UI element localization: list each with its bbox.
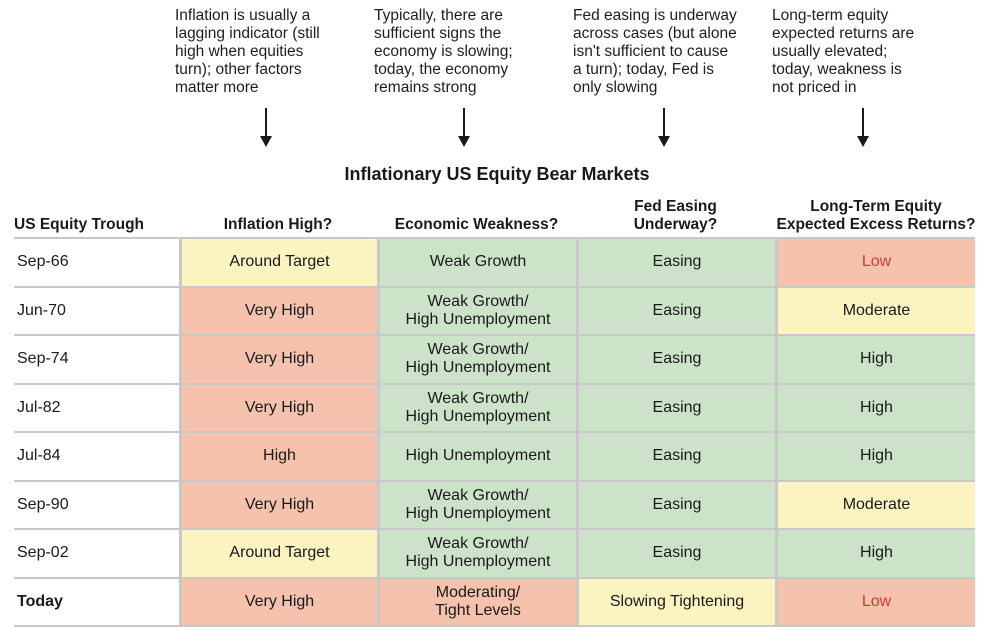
- cell-text: High: [263, 447, 296, 464]
- economic-weakness-cell: Weak Growth: [377, 237, 576, 288]
- table-title: Inflationary US Equity Bear Markets: [0, 164, 994, 185]
- expected-returns-cell: High: [775, 530, 975, 579]
- cell-text: Low: [862, 253, 891, 270]
- cell-text: High: [860, 399, 893, 416]
- expected-returns-cell: Moderate: [775, 482, 975, 531]
- fed-easing-cell: Easing: [576, 336, 775, 385]
- column-header-economic-weakness: Economic Weakness?: [377, 196, 576, 234]
- fed-easing-cell: Easing: [576, 288, 775, 337]
- cell-text: Easing: [653, 399, 702, 416]
- bear-markets-table: Sep-66 Around Target Weak Growth Easing Low J…: [14, 237, 975, 627]
- expected-returns-cell: High: [775, 433, 975, 482]
- cell-text: Easing: [653, 447, 702, 464]
- table-row-today: Today Very High Moderating/ Tight Levels Sl…: [14, 579, 975, 627]
- economic-weakness-cell: Moderating/ Tight Levels: [377, 579, 576, 627]
- inflation-cell: Very High: [179, 579, 377, 627]
- cell-text: Easing: [653, 253, 702, 270]
- inflation-cell: Very High: [179, 336, 377, 385]
- economic-weakness-cell: Weak Growth/ High Unemployment: [377, 530, 576, 579]
- cell-text: High: [860, 447, 893, 464]
- fed-easing-cell: Easing: [576, 237, 775, 288]
- annotation-economic-weakness: Typically, there are sufficient signs th…: [374, 7, 554, 97]
- column-header-inflation: Inflation High?: [179, 196, 377, 234]
- inflation-cell: Very High: [179, 482, 377, 531]
- trough-date-cell: Jun-70: [14, 288, 179, 337]
- economic-weakness-cell: Weak Growth/ High Unemployment: [377, 336, 576, 385]
- annotation-expected-returns: Long-term equity expected returns are us…: [772, 7, 952, 97]
- expected-returns-cell: High: [775, 336, 975, 385]
- table-row: Sep-90 Very High Weak Growth/ High Unemplo…: [14, 482, 975, 531]
- inflation-cell: Very High: [179, 288, 377, 337]
- fed-easing-cell: Easing: [576, 482, 775, 531]
- table-row: Jun-70 Very High Weak Growth/ High Unemplo…: [14, 288, 975, 337]
- cell-text: Weak Growth/ High Unemployment: [406, 487, 551, 522]
- cell-text: Easing: [653, 302, 702, 319]
- down-arrow-icon: [857, 108, 869, 148]
- down-arrow-icon: [260, 108, 272, 148]
- cell-text: Moderate: [843, 302, 911, 319]
- trough-date-cell: Sep-02: [14, 530, 179, 579]
- cell-text: Weak Growth/ High Unemployment: [406, 293, 551, 328]
- cell-text: Moderating/ Tight Levels: [435, 584, 521, 619]
- economic-weakness-cell: Weak Growth/ High Unemployment: [377, 482, 576, 531]
- inflation-cell: Around Target: [179, 530, 377, 579]
- cell-text: High: [860, 350, 893, 367]
- cell-text: Easing: [653, 544, 702, 561]
- trough-date-cell: Sep-90: [14, 482, 179, 531]
- table-row: Sep-66 Around Target Weak Growth Easing Low: [14, 237, 975, 288]
- cell-text: High Unemployment: [406, 447, 551, 464]
- inflation-cell: High: [179, 433, 377, 482]
- cell-text: Very High: [245, 350, 314, 367]
- trough-date-cell: Sep-74: [14, 336, 179, 385]
- economic-weakness-cell: Weak Growth/ High Unemployment: [377, 288, 576, 337]
- fed-easing-cell: Slowing Tightening: [576, 579, 775, 627]
- table-row: Jul-82 Very High Weak Growth/ High Unemplo…: [14, 385, 975, 434]
- cell-text: Very High: [245, 399, 314, 416]
- cell-text: Weak Growth/ High Unemployment: [406, 341, 551, 376]
- trough-date-cell: Today: [14, 579, 179, 627]
- cell-text: Slowing Tightening: [610, 593, 744, 610]
- cell-text: Weak Growth: [430, 253, 527, 270]
- cell-text: High: [860, 544, 893, 561]
- expected-returns-cell: High: [775, 385, 975, 434]
- fed-easing-cell: Easing: [576, 433, 775, 482]
- cell-text: Weak Growth/ High Unemployment: [406, 390, 551, 425]
- fed-easing-cell: Easing: [576, 385, 775, 434]
- down-arrow-icon: [658, 108, 670, 148]
- table-row: Sep-74 Very High Weak Growth/ High Unemplo…: [14, 336, 975, 385]
- table-row: Sep-02 Around Target Weak Growth/ High Une…: [14, 530, 975, 579]
- trough-date-cell: Jul-82: [14, 385, 179, 434]
- cell-text: Very High: [245, 593, 314, 610]
- expected-returns-cell: Low: [775, 579, 975, 627]
- cell-text: Moderate: [843, 496, 911, 513]
- economic-weakness-cell: Weak Growth/ High Unemployment: [377, 385, 576, 434]
- annotation-inflation: Inflation is usually a lagging indicator…: [175, 7, 355, 97]
- cell-text: Very High: [245, 496, 314, 513]
- expected-returns-cell: Moderate: [775, 288, 975, 337]
- cell-text: Easing: [653, 350, 702, 367]
- down-arrow-icon: [458, 108, 470, 148]
- fed-easing-cell: Easing: [576, 530, 775, 579]
- cell-text: Weak Growth/ High Unemployment: [406, 535, 551, 570]
- inflation-cell: Around Target: [179, 237, 377, 288]
- cell-text: Around Target: [229, 253, 329, 270]
- column-header-expected-returns: Long-Term Equity Expected Excess Returns…: [775, 196, 977, 234]
- annotation-fed-easing: Fed easing is underway across cases (but…: [573, 7, 753, 97]
- inflation-cell: Very High: [179, 385, 377, 434]
- economic-weakness-cell: High Unemployment: [377, 433, 576, 482]
- trough-date-cell: Jul-84: [14, 433, 179, 482]
- cell-text: Very High: [245, 302, 314, 319]
- cell-text: Around Target: [229, 544, 329, 561]
- cell-text: Easing: [653, 496, 702, 513]
- cell-text: Low: [862, 593, 891, 610]
- expected-returns-cell: Low: [775, 237, 975, 288]
- table-row: Jul-84 High High Unemployment Easing High: [14, 433, 975, 482]
- column-header-trough: US Equity Trough: [14, 196, 179, 234]
- column-header-fed-easing: Fed Easing Underway?: [576, 196, 775, 234]
- trough-date-cell: Sep-66: [14, 237, 179, 288]
